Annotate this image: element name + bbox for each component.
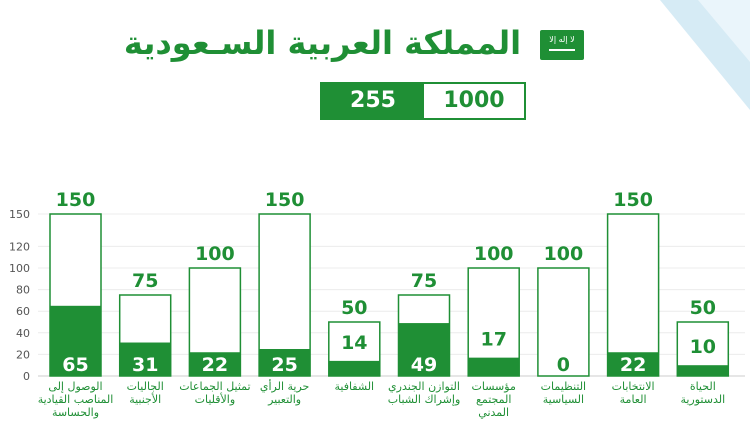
category-label-line: وإشراك الشباب: [388, 393, 461, 406]
category-label: الوصول إلى المناصب القيادية والحساسة: [38, 380, 114, 419]
category-label: الجاليات الأجنبية: [127, 380, 164, 406]
category-label-line: التوازن الجندري: [388, 380, 460, 393]
category-label-line: الشفافية: [334, 380, 374, 393]
bar-max-label: 100: [195, 243, 235, 265]
totals-box: 255 1000: [320, 82, 526, 120]
bar-score: [328, 360, 380, 376]
category-label: تمثيل الجماعات والأقليات: [179, 380, 250, 406]
category-label-line: مؤسسات: [472, 380, 516, 393]
bar-score: [468, 357, 520, 376]
bar-score: [607, 352, 659, 376]
category-label-line: العامة: [620, 393, 647, 406]
category-label-line: الوصول إلى: [48, 380, 102, 393]
y-tick-label: 20: [16, 348, 30, 361]
category-label-line: الانتخابات: [612, 380, 655, 393]
y-tick-label: 60: [16, 305, 30, 318]
category-label: الشفافية: [334, 380, 374, 393]
category-label-line: الأجنبية: [129, 392, 161, 406]
bar-score-label: 0: [557, 354, 570, 376]
bar-score-label: 49: [411, 354, 437, 376]
category-label: التنظيمات السياسية: [541, 380, 586, 406]
y-tick-label: 100: [9, 262, 30, 275]
page-title: المملكة العربية السـعودية: [123, 24, 522, 62]
category-label-line: المناصب القيادية: [38, 393, 114, 406]
bar-score-label: 25: [271, 354, 297, 376]
bar-max: [606, 213, 660, 377]
bar-max: [537, 267, 590, 377]
category-label-line: السياسية: [543, 393, 584, 406]
bar-score: [189, 352, 241, 376]
category-label-line: المدني: [478, 406, 509, 419]
bar-score-label: 22: [620, 354, 646, 376]
total-seats: 255: [322, 84, 424, 118]
y-tick-label: 150: [9, 208, 30, 221]
y-tick-label: 40: [16, 327, 30, 340]
y-tick-label: 120: [9, 240, 30, 253]
category-label-line: والحساسة: [52, 406, 99, 419]
bar-score: [259, 349, 311, 376]
bar-score-label: 17: [480, 329, 506, 351]
corner-decoration: [660, 0, 750, 110]
y-tick-label: 0: [23, 370, 30, 383]
bar-score-label: 14: [341, 332, 367, 354]
bar-score-label: 31: [132, 354, 158, 376]
category-label-line: المجتمع: [476, 393, 511, 406]
bar-max-label: 75: [411, 270, 437, 292]
category-label-line: الحياة: [690, 380, 716, 393]
category-label: مؤسسات المجتمع المدني: [472, 380, 516, 419]
bar-max-label: 150: [56, 189, 96, 211]
category-label-line: حرية الرأي: [260, 379, 309, 393]
flag-script: لا إله إلا الله محمد رسول الله: [549, 35, 575, 44]
y-tick-label: 80: [16, 284, 30, 297]
bar-max-label: 100: [544, 243, 584, 265]
bar-score: [398, 323, 450, 376]
category-label-line: والأقليات: [195, 392, 236, 406]
bar-score: [119, 342, 171, 376]
bar-max-label: 150: [613, 189, 653, 211]
bar-max-label: 50: [341, 297, 367, 319]
category-label: التوازن الجندري وإشراك الشباب: [388, 380, 461, 406]
saudi-flag-icon: لا إله إلا الله محمد رسول الله: [540, 30, 584, 60]
category-label: الانتخابات العامة: [612, 380, 655, 406]
category-label-line: والتعبير: [267, 393, 301, 406]
flag-sword-icon: [549, 49, 575, 51]
category-label-line: التنظيمات: [541, 380, 586, 393]
bar-score-label: 65: [62, 354, 88, 376]
bar-max-label: 75: [132, 270, 158, 292]
total-max: 1000: [424, 84, 524, 118]
bar-max-label: 150: [265, 189, 305, 211]
category-label-line: الجاليات: [127, 380, 164, 393]
bar-score-label: 22: [202, 354, 228, 376]
bar-max-label: 100: [474, 243, 514, 265]
category-label-line: تمثيل الجماعات: [179, 380, 250, 393]
bar-score: [677, 365, 729, 376]
bar-score: [50, 305, 101, 376]
category-label-line: الدستورية: [680, 393, 725, 406]
bar-max-label: 50: [690, 297, 716, 319]
bar-score-label: 10: [690, 336, 716, 358]
category-label: حرية الرأي والتعبير: [260, 379, 309, 406]
category-label: الحياة الدستورية: [680, 380, 725, 406]
